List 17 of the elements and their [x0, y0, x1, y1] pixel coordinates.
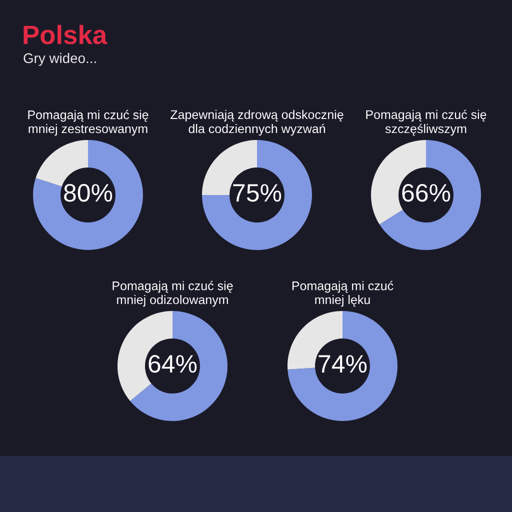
chart-title: Zapewniają zdrową odskocznię dla codziennych wyzwań — [170, 110, 344, 136]
chart-title: Pomagają mi czuć się mniej zestresowanym — [28, 110, 148, 136]
donut-slice — [33, 140, 143, 250]
data-label: 74% — [318, 355, 367, 373]
text: Polska — [24, 24, 108, 44]
chart-title: Pomagają mi czuć się szczęśliwszym — [366, 110, 486, 136]
chart-title: Pomagają mi czuć mniej lęku — [292, 280, 394, 307]
data-label: 64% — [148, 355, 197, 373]
data-label: 75% — [233, 184, 282, 202]
text: Gry wideo... — [24, 52, 96, 66]
donut-slice — [380, 140, 481, 250]
data-label: 80% — [64, 184, 112, 202]
data-label: 66% — [402, 184, 450, 202]
donut-slice — [202, 140, 312, 250]
donut-slice — [288, 311, 398, 421]
chart-title: Pomagają mi czuć się mniej odizolowanym — [112, 280, 233, 307]
donut-slice — [130, 311, 228, 421]
